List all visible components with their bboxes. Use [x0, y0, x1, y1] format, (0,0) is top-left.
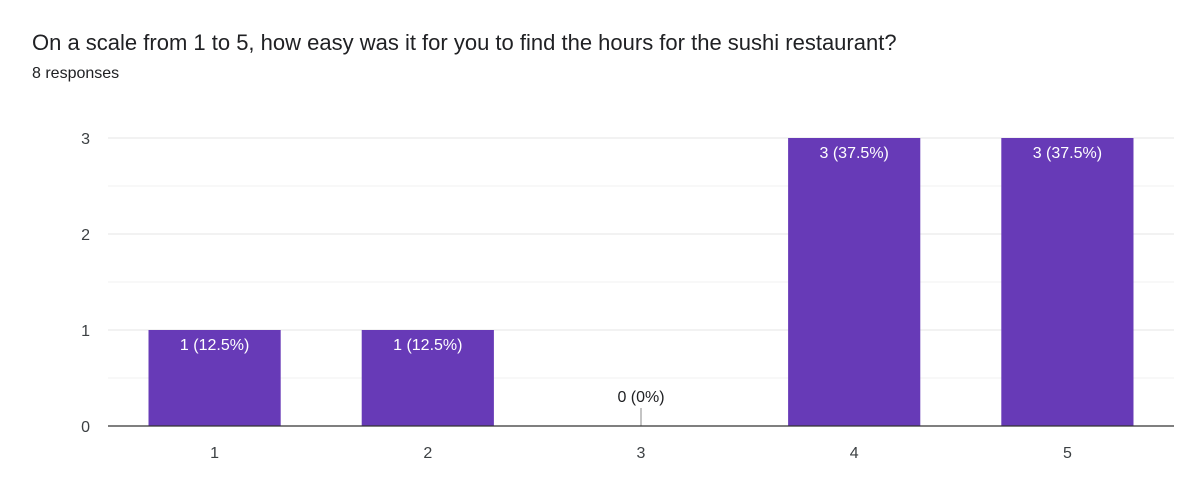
x-tick-label: 3 — [637, 445, 646, 462]
question-title: On a scale from 1 to 5, how easy was it … — [32, 30, 897, 55]
y-tick-label: 0 — [81, 419, 90, 436]
bar — [361, 330, 494, 426]
response-count: 8 responses — [32, 65, 120, 82]
data-label: 3 (37.5%) — [1033, 145, 1102, 162]
x-tick-label: 1 — [210, 445, 219, 462]
question-header: On a scale from 1 to 5, how easy was it … — [32, 28, 897, 84]
x-tick-label: 2 — [423, 445, 432, 462]
y-tick-label: 1 — [81, 323, 90, 340]
data-label: 3 (37.5%) — [820, 145, 889, 162]
bar — [148, 330, 281, 426]
y-tick-label: 2 — [81, 227, 90, 244]
x-tick-label: 4 — [850, 445, 859, 462]
data-label: 1 (12.5%) — [393, 337, 462, 354]
bar — [1001, 138, 1134, 426]
data-label: 0 (0%) — [617, 389, 664, 406]
y-tick-label: 3 — [81, 131, 90, 148]
data-label: 1 (12.5%) — [180, 337, 249, 354]
bar — [788, 138, 921, 426]
x-tick-label: 5 — [1063, 445, 1072, 462]
